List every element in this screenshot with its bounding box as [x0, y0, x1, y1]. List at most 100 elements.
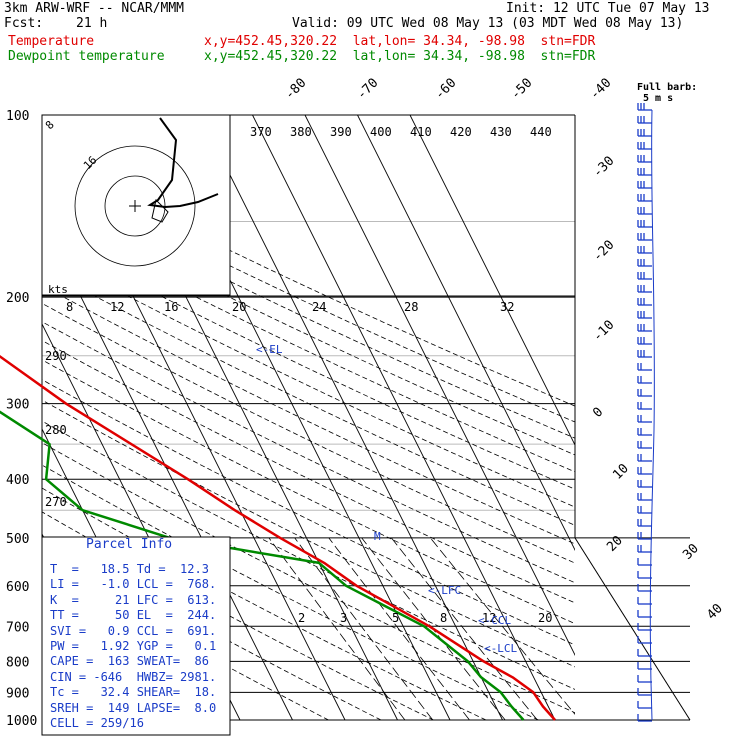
wind-barb [637, 428, 652, 436]
isotherm-label: -80 [282, 76, 309, 103]
model-title: 3km ARW-WRF -- NCAR/MMM [4, 1, 185, 16]
valid-time: Valid: 09 UTC Wed 08 May 13 (03 MDT Wed … [292, 16, 684, 31]
wind-barb [637, 103, 652, 111]
dry-adiabat-line [42, 420, 575, 690]
hodograph-speed-label: 24 [312, 300, 326, 314]
wind-barb [637, 506, 652, 514]
barb-legend-line1: Full barb: [637, 82, 698, 93]
wind-barb [637, 246, 652, 254]
wind-barb [637, 467, 652, 475]
wind-barb [637, 714, 652, 722]
mixing-ratio-line [268, 537, 406, 720]
dry-adiabat-line [42, 359, 575, 625]
pressure-label: 900 [6, 686, 29, 701]
wind-barb [637, 610, 652, 618]
wind-barb [637, 441, 652, 449]
temperature-legend: Temperature [8, 34, 95, 49]
wind-barb [637, 285, 652, 293]
wind-barb [637, 402, 652, 410]
theta-label: 420 [450, 125, 472, 139]
mixing-ratio-label: 12 [482, 611, 496, 625]
parcel-info-row: TT = 50 EL = 244. [50, 608, 217, 623]
mixing-ratio-label: 20 [538, 611, 552, 625]
wind-barb [637, 116, 652, 124]
theta-label: 440 [530, 125, 552, 139]
isotherm-label: 30 [680, 541, 702, 563]
pressure-label: 800 [6, 655, 29, 670]
mixing-ratio-line [361, 537, 506, 720]
wind-barb [637, 623, 652, 631]
dry-adiabat-line [42, 284, 575, 545]
isotherm-line [42, 217, 293, 720]
mixing-ratio-label: 3 [340, 611, 347, 625]
wind-barb [637, 480, 652, 488]
parcel-marker-label: <-CCL [478, 614, 511, 627]
pressure-label: 600 [6, 580, 29, 595]
wind-barb [637, 389, 652, 397]
isotherm-label: 40 [704, 601, 726, 623]
dry-adiabat-label: 290 [45, 349, 67, 363]
wind-barb [637, 532, 652, 540]
dry-adiabat-line [42, 442, 575, 714]
isotherm-label: -60 [432, 76, 459, 103]
parcel-info-row: CELL = 259/16 [50, 716, 144, 731]
wind-barbs [637, 103, 655, 722]
pressure-label: 700 [6, 620, 29, 635]
parcel-info-title: Parcel Info [86, 537, 173, 552]
parcel-info-row: PW = 1.92 YGP = 0.1 [50, 639, 217, 654]
isotherm-label: -50 [508, 76, 535, 103]
mixing-ratio-label: 2 [298, 611, 305, 625]
temperature-profile [0, 354, 556, 721]
wind-barb [637, 207, 652, 215]
wind-barb [637, 701, 652, 709]
parcel-info-row: LI = -1.0 LCL = 768. [50, 577, 217, 592]
wind-barb [637, 545, 652, 553]
wind-barb [637, 376, 652, 384]
mixing-ratio-label: 8 [440, 611, 447, 625]
temperature-location: x,y=452.45,320.22 lat,lon= 34.34, -98.98… [204, 34, 596, 49]
isotherm-line [409, 115, 575, 447]
init-time: Init: 12 UTC Tue 07 May 13 [506, 1, 710, 16]
hodograph-ring-outer [74, 145, 196, 267]
pressure-label: 400 [6, 473, 29, 488]
hodograph-frame [41, 114, 231, 296]
wind-barb [637, 350, 652, 358]
wind-barb [637, 597, 652, 605]
fcst-label: Fcst: [4, 16, 44, 31]
pressure-label: 1000 [6, 714, 37, 729]
hodograph-speed-label: 20 [232, 300, 246, 314]
parcel-info-rows: T = 18.5 Td = 12.3 LI = -1.0 LCL = 768. K … [50, 562, 216, 731]
wind-barb [637, 233, 652, 241]
dry-adiabat-line [42, 302, 575, 564]
isotherm-label: 10 [610, 461, 632, 483]
theta-label: 430 [490, 125, 512, 139]
wind-barb [637, 194, 652, 202]
plot-right-slant [574, 537, 691, 721]
dry-adiabat-line [42, 379, 575, 646]
wind-barb [637, 493, 652, 501]
hodograph-speed-label: 8 [66, 300, 73, 314]
wind-barb [637, 337, 652, 345]
barb-legend-line2: 5 m s [643, 93, 674, 104]
wind-barb [637, 363, 652, 371]
wind-barb [637, 311, 652, 319]
wind-barb [637, 558, 652, 566]
mixing-ratio-line [391, 537, 538, 720]
wind-barb [637, 324, 652, 332]
parcel-info-row: K = 21 LFC = 613. [50, 592, 217, 607]
wind-barb [637, 415, 652, 423]
parcel-info-row: SVI = 0.9 CCL = 691. [50, 623, 217, 638]
parcel-info-frame [41, 536, 231, 736]
parcel-marker-label: <-EL [256, 343, 283, 356]
dry-adiabat-line [42, 321, 575, 584]
parcel-info-row: CIN = -646 HWBZ= 2981. [50, 669, 217, 684]
hodograph-units: kts [48, 283, 68, 296]
pressure-label: 500 [6, 532, 29, 547]
isotherm-label: 20 [604, 533, 626, 555]
hodograph-speed-label: 28 [404, 300, 418, 314]
wind-barb [637, 181, 652, 189]
theta-label: 400 [370, 125, 392, 139]
pressure-label: 200 [6, 291, 29, 306]
isotherm-line [304, 115, 575, 657]
